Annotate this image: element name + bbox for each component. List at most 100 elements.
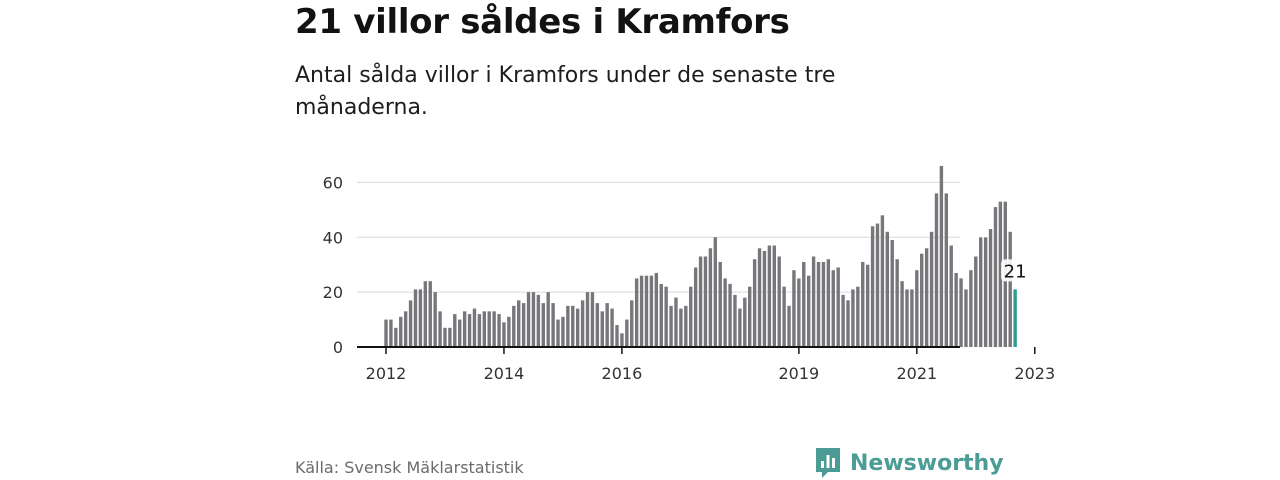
x-tick-label: 2014 bbox=[484, 364, 525, 383]
bar bbox=[443, 327, 447, 347]
bar bbox=[890, 240, 894, 347]
bar bbox=[777, 256, 781, 347]
bar bbox=[861, 261, 865, 347]
bar bbox=[944, 193, 949, 347]
bar bbox=[998, 201, 1003, 347]
bar bbox=[684, 305, 688, 347]
bar bbox=[625, 319, 629, 347]
bar bbox=[571, 305, 575, 347]
bar bbox=[521, 303, 526, 347]
bar bbox=[846, 300, 850, 347]
bar bbox=[669, 305, 673, 347]
bar bbox=[983, 237, 988, 347]
bar bbox=[448, 327, 452, 347]
bar bbox=[418, 289, 423, 347]
bar bbox=[718, 261, 722, 347]
bar bbox=[1008, 231, 1012, 347]
bar bbox=[482, 311, 486, 347]
x-tick-label: 2012 bbox=[366, 364, 407, 383]
bar bbox=[403, 311, 408, 347]
bar bbox=[723, 278, 727, 347]
bar bbox=[895, 259, 899, 347]
bar bbox=[590, 292, 595, 347]
bar bbox=[974, 256, 978, 347]
bar bbox=[831, 270, 835, 347]
bar bbox=[551, 303, 555, 347]
bar bbox=[453, 314, 457, 347]
bar bbox=[929, 231, 934, 347]
bar bbox=[924, 248, 929, 347]
bar bbox=[703, 256, 708, 347]
bar bbox=[659, 283, 663, 347]
bar bbox=[949, 245, 953, 347]
bar bbox=[634, 278, 639, 347]
bar bbox=[900, 281, 904, 347]
data-label-halo bbox=[1001, 259, 1028, 282]
bar bbox=[526, 292, 531, 347]
bar bbox=[836, 267, 840, 347]
bar bbox=[492, 311, 496, 347]
bar bbox=[979, 237, 983, 347]
bar bbox=[708, 248, 713, 347]
bar bbox=[772, 245, 776, 347]
bar bbox=[433, 292, 437, 347]
bar bbox=[477, 314, 482, 347]
bar bbox=[575, 308, 580, 347]
data-label-latest: 21 bbox=[1004, 261, 1027, 282]
bar bbox=[428, 281, 432, 347]
bar bbox=[413, 289, 418, 347]
bar bbox=[993, 207, 998, 347]
bar bbox=[865, 264, 870, 347]
bar bbox=[595, 303, 600, 347]
bar bbox=[954, 272, 958, 347]
bar bbox=[728, 283, 732, 347]
bar bbox=[384, 319, 388, 347]
bars bbox=[384, 165, 1017, 347]
bar bbox=[792, 270, 796, 347]
bar bbox=[841, 294, 845, 347]
bar bbox=[870, 226, 875, 347]
y-tick-label: 60 bbox=[323, 173, 343, 192]
bar bbox=[644, 275, 649, 347]
bar-latest bbox=[1013, 289, 1017, 347]
bar bbox=[458, 319, 462, 347]
bar bbox=[934, 193, 939, 347]
bar bbox=[752, 259, 757, 347]
y-tick-label: 40 bbox=[323, 228, 343, 247]
gridlines bbox=[357, 181, 960, 293]
bar bbox=[920, 253, 924, 347]
bar bbox=[664, 286, 668, 347]
newsworthy-logo: Newsworthy bbox=[814, 446, 1004, 480]
bar bbox=[880, 215, 885, 347]
bar bbox=[556, 319, 560, 347]
bar bbox=[507, 316, 511, 347]
chart-subtitle: Antal sålda villor i Kramfors under de s… bbox=[295, 63, 836, 120]
bar bbox=[462, 311, 467, 347]
bar bbox=[639, 275, 644, 347]
chart-title: 21 villor såldes i Kramfors bbox=[295, 2, 790, 42]
bar bbox=[964, 289, 968, 347]
bar bbox=[517, 300, 521, 347]
bar bbox=[689, 286, 693, 347]
bar bbox=[767, 245, 772, 347]
bar bbox=[605, 303, 609, 347]
bar bbox=[620, 333, 624, 347]
bar bbox=[826, 259, 831, 347]
bar bbox=[423, 281, 428, 347]
bar bbox=[541, 303, 545, 347]
bar bbox=[787, 305, 791, 347]
brand-name: Newsworthy bbox=[850, 450, 1004, 476]
bar bbox=[585, 292, 590, 347]
bar bbox=[698, 256, 703, 347]
x-tick-label: 2019 bbox=[779, 364, 820, 383]
bar bbox=[679, 308, 683, 347]
bar bbox=[487, 311, 491, 347]
bar bbox=[821, 261, 826, 347]
source-note: Källa: Svensk Mäklarstatistik bbox=[295, 458, 524, 477]
bar bbox=[394, 327, 398, 347]
axes bbox=[357, 346, 1036, 354]
bar bbox=[856, 286, 860, 347]
y-tick-label: 20 bbox=[323, 283, 343, 302]
bar bbox=[600, 311, 604, 347]
bar bbox=[959, 278, 963, 347]
